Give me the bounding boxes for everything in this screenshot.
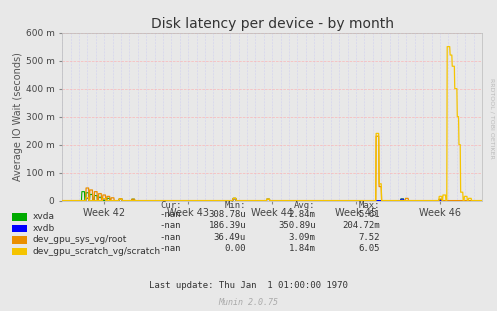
Text: 5.61: 5.61 xyxy=(359,210,380,219)
Text: 2.84m: 2.84m xyxy=(289,210,316,219)
Text: dev_gpu_sys_vg/root: dev_gpu_sys_vg/root xyxy=(32,235,127,244)
Text: xvda: xvda xyxy=(32,212,54,221)
Text: 3.09m: 3.09m xyxy=(289,233,316,242)
Text: 308.78u: 308.78u xyxy=(208,210,246,219)
Text: xvdb: xvdb xyxy=(32,224,55,233)
Text: dev_gpu_scratch_vg/scratch: dev_gpu_scratch_vg/scratch xyxy=(32,247,161,256)
Text: -nan: -nan xyxy=(160,210,181,219)
Text: Cur:: Cur: xyxy=(160,201,181,210)
Text: 0.00: 0.00 xyxy=(225,244,246,253)
Text: 6.05: 6.05 xyxy=(359,244,380,253)
Text: 1.84m: 1.84m xyxy=(289,244,316,253)
Text: RRDTOOL / TOBI OETIKER: RRDTOOL / TOBI OETIKER xyxy=(490,78,495,159)
Y-axis label: Average IO Wait (seconds): Average IO Wait (seconds) xyxy=(13,52,23,181)
Text: 36.49u: 36.49u xyxy=(214,233,246,242)
Text: 204.72m: 204.72m xyxy=(342,221,380,230)
Text: -nan: -nan xyxy=(160,221,181,230)
Text: Munin 2.0.75: Munin 2.0.75 xyxy=(219,298,278,307)
Text: 7.52: 7.52 xyxy=(359,233,380,242)
Text: -nan: -nan xyxy=(160,233,181,242)
Text: Min:: Min: xyxy=(225,201,246,210)
Text: Last update: Thu Jan  1 01:00:00 1970: Last update: Thu Jan 1 01:00:00 1970 xyxy=(149,281,348,290)
Text: 350.89u: 350.89u xyxy=(278,221,316,230)
Text: 186.39u: 186.39u xyxy=(208,221,246,230)
Text: -nan: -nan xyxy=(160,244,181,253)
Text: Avg:: Avg: xyxy=(294,201,316,210)
Text: Max:: Max: xyxy=(359,201,380,210)
Title: Disk latency per device - by month: Disk latency per device - by month xyxy=(151,17,394,31)
